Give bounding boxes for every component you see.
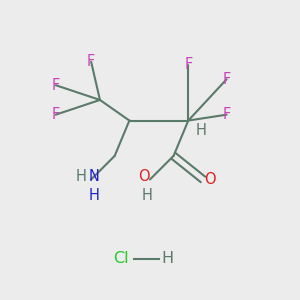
Text: F: F <box>222 72 231 87</box>
Text: F: F <box>222 107 231 122</box>
Text: H: H <box>162 251 174 266</box>
Text: H: H <box>142 188 152 203</box>
Text: H: H <box>196 123 207 138</box>
Text: H: H <box>75 169 86 184</box>
Text: Cl: Cl <box>113 251 128 266</box>
Text: F: F <box>87 54 95 69</box>
Text: H: H <box>88 188 100 203</box>
Text: F: F <box>52 107 60 122</box>
Text: F: F <box>184 57 192 72</box>
Text: F: F <box>52 78 60 93</box>
Text: N: N <box>88 169 100 184</box>
Text: O: O <box>205 172 216 187</box>
Text: O: O <box>138 169 150 184</box>
